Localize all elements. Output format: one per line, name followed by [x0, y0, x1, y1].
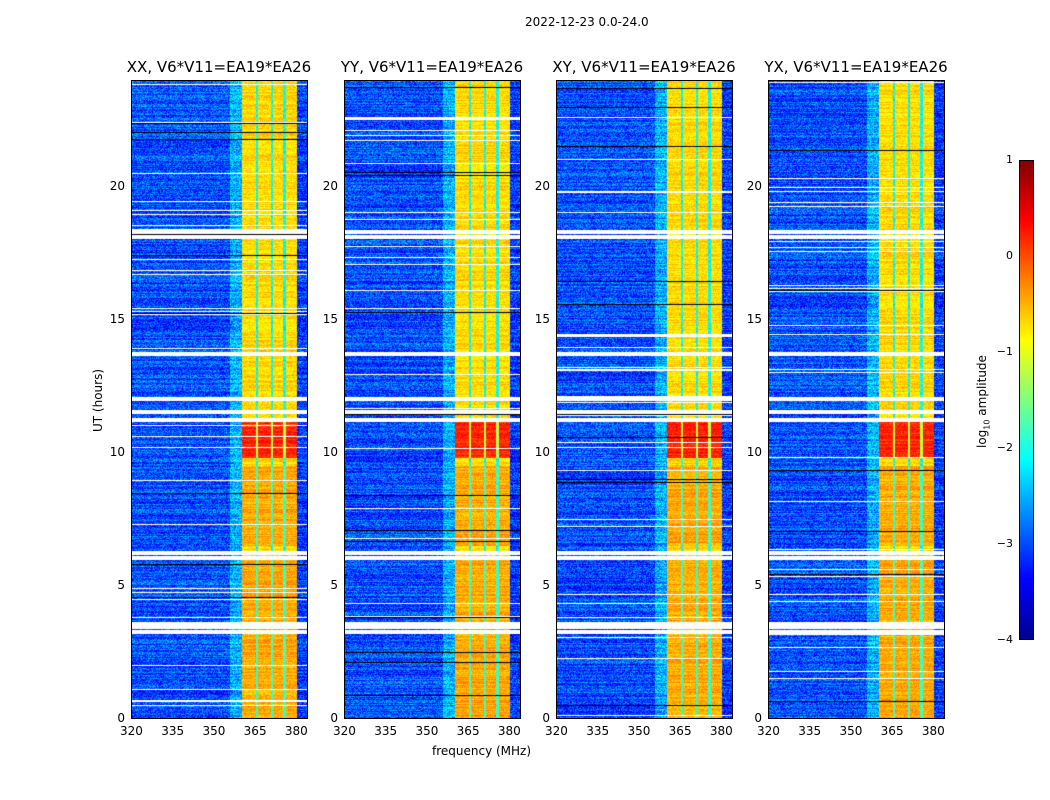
x-tick-label: 350 — [202, 724, 226, 738]
x-tick-label: 350 — [839, 724, 863, 738]
waterfall-panel — [768, 80, 945, 719]
x-tick-label: 380 — [284, 724, 308, 738]
x-tick-label: 365 — [456, 724, 480, 738]
y-tick-label: 15 — [534, 311, 550, 326]
x-tick-label: 320 — [333, 724, 356, 738]
y-tick-label: 15 — [322, 311, 338, 326]
y-tick-label: 10 — [109, 444, 125, 459]
waterfall-panel — [344, 80, 521, 719]
panel-title: XY, V6*V11=EA19*EA26 — [552, 58, 736, 76]
y-tick-label: 15 — [746, 311, 762, 326]
colorbar-tick-label: −4 — [996, 633, 1013, 646]
panel-title: YY, V6*V11=EA19*EA26 — [340, 58, 524, 76]
x-tick-label: 380 — [709, 724, 733, 738]
colorbar-tick-label: 0 — [1006, 249, 1013, 262]
y-tick-label: 0 — [542, 711, 550, 725]
y-tick-label: 10 — [534, 444, 550, 459]
x-tick-label: 335 — [374, 724, 398, 738]
x-tick-label: 365 — [880, 724, 904, 738]
colorbar — [1019, 160, 1034, 640]
y-tick-label: 15 — [109, 311, 125, 326]
waterfall-panel — [556, 80, 733, 719]
panel-title: YX, V6*V11=EA19*EA26 — [764, 58, 948, 76]
colorbar-tick-label: 1 — [1006, 153, 1013, 166]
y-tick-label: 10 — [746, 444, 762, 459]
heatmap-image — [132, 81, 307, 718]
x-tick-label: 350 — [415, 724, 439, 738]
x-tick-label: 350 — [627, 724, 651, 738]
x-tick-label: 320 — [120, 724, 143, 738]
x-tick-label: 335 — [161, 724, 185, 738]
heatmap-image — [557, 81, 732, 718]
heatmap-image — [345, 81, 520, 718]
y-tick-label: 0 — [754, 711, 762, 725]
y-axis-label: UT (hours) — [91, 368, 105, 432]
x-tick-label: 365 — [668, 724, 692, 738]
y-tick-label: 20 — [746, 178, 762, 193]
heatmap-image — [769, 81, 944, 718]
y-tick-label: 20 — [534, 178, 550, 193]
y-tick-label: 0 — [117, 711, 125, 725]
colorbar-tick-label: −2 — [996, 441, 1013, 454]
x-tick-label: 320 — [545, 724, 568, 738]
colorbar-label: log10 amplitude — [975, 355, 992, 448]
x-tick-label: 380 — [921, 724, 945, 738]
x-tick-label: 320 — [757, 724, 780, 738]
x-tick-label: 380 — [497, 724, 521, 738]
waterfall-panel — [131, 80, 308, 719]
x-axis-label: frequency (MHz) — [432, 744, 532, 758]
figure-suptitle: 2022-12-23 0.0-24.0 — [525, 15, 649, 29]
x-tick-label: 365 — [243, 724, 267, 738]
x-tick-label: 335 — [586, 724, 610, 738]
y-tick-label: 5 — [754, 577, 762, 592]
y-tick-label: 20 — [322, 178, 338, 193]
y-tick-label: 5 — [542, 577, 550, 592]
y-tick-label: 20 — [109, 178, 125, 193]
colorbar-tick-label: −1 — [996, 345, 1013, 358]
y-tick-label: 5 — [330, 577, 338, 592]
colorbar-tick-label: −3 — [996, 537, 1013, 550]
y-tick-label: 0 — [330, 711, 338, 725]
y-tick-label: 10 — [322, 444, 338, 459]
x-tick-label: 335 — [798, 724, 822, 738]
y-tick-label: 5 — [117, 577, 125, 592]
panel-title: XX, V6*V11=EA19*EA26 — [126, 58, 312, 76]
